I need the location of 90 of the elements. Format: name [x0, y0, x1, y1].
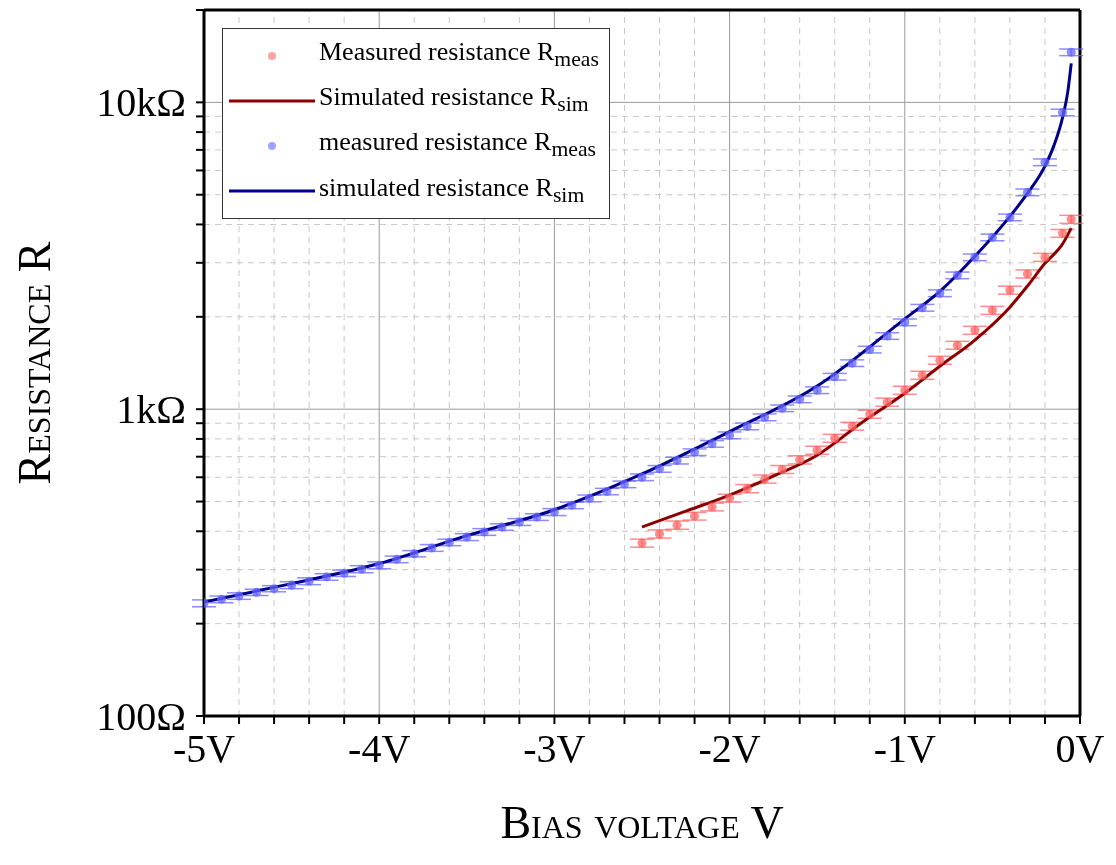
- point: [234, 591, 244, 601]
- point: [602, 487, 612, 497]
- point: [1005, 212, 1015, 222]
- point: [882, 331, 892, 341]
- point: [549, 507, 559, 517]
- point: [882, 397, 892, 407]
- point: [795, 455, 805, 465]
- point: [322, 572, 332, 582]
- point: [865, 409, 875, 419]
- point: [707, 502, 717, 512]
- point: [1066, 214, 1076, 224]
- point: [584, 493, 594, 503]
- point: [217, 594, 227, 604]
- y-axis-title: Resistance R: [9, 241, 60, 485]
- point: [952, 340, 962, 350]
- point: [392, 554, 402, 564]
- point: [252, 587, 262, 597]
- y-tick-label: 1kΩ: [116, 387, 186, 433]
- point: [777, 464, 787, 474]
- point: [900, 385, 910, 395]
- point: [917, 370, 927, 380]
- line-series: [640, 226, 1073, 529]
- x-tick-label: -1V: [873, 726, 937, 771]
- point: [374, 560, 384, 570]
- point: [444, 537, 454, 547]
- point: [672, 520, 682, 530]
- point: [567, 500, 577, 510]
- point: [462, 532, 472, 542]
- point: [847, 421, 857, 431]
- point: [935, 288, 945, 298]
- x-tick-label: -2V: [698, 726, 761, 771]
- point: [619, 479, 629, 489]
- point: [742, 484, 752, 494]
- point: [847, 358, 857, 368]
- point: [637, 538, 647, 548]
- legend-label: simulated resistance R$_{sim}$: [319, 171, 585, 209]
- point: [812, 385, 822, 395]
- point: [777, 403, 787, 413]
- point: [287, 580, 297, 590]
- point: [1040, 157, 1050, 167]
- point: [409, 549, 419, 559]
- point: [1022, 269, 1032, 279]
- point: [952, 270, 962, 280]
- point: [1057, 107, 1067, 117]
- point: [917, 303, 927, 313]
- point: [970, 325, 980, 335]
- point: [725, 430, 735, 440]
- point: [707, 439, 717, 449]
- point: [987, 232, 997, 242]
- point: [427, 543, 437, 553]
- point: [532, 512, 542, 522]
- point: [514, 517, 524, 527]
- point: [760, 474, 770, 484]
- point: [812, 445, 822, 455]
- point: [304, 576, 314, 586]
- point: [655, 529, 665, 539]
- point: [865, 345, 875, 355]
- point: [1005, 285, 1015, 295]
- point: [1066, 47, 1076, 57]
- legend-label: Measured resistance R$_{meas}$: [319, 36, 599, 74]
- point: [970, 252, 980, 262]
- point: [339, 568, 349, 578]
- point: [830, 433, 840, 443]
- point: [830, 372, 840, 382]
- point: [655, 464, 665, 474]
- point: [760, 412, 770, 422]
- point: [672, 456, 682, 466]
- point: [690, 447, 700, 457]
- point: [1022, 187, 1032, 197]
- point: [725, 493, 735, 503]
- point: [357, 564, 367, 574]
- point: [269, 584, 279, 594]
- point: [935, 355, 945, 365]
- point: [497, 522, 507, 532]
- y-tick-label: 10kΩ: [96, 80, 186, 126]
- point: [637, 472, 647, 482]
- legend-label: Simulated resistance R$_{sim}$: [319, 81, 589, 119]
- x-tick-label: 0V: [1055, 726, 1105, 771]
- legend-label: measured resistance R$_{meas}$: [319, 126, 596, 164]
- point: [479, 527, 489, 537]
- x-axis-title: Bias voltage V: [500, 797, 784, 848]
- x-tick-label: -3V: [523, 726, 586, 771]
- point: [1040, 252, 1050, 262]
- point: [987, 305, 997, 315]
- point: [900, 317, 910, 327]
- point: [742, 421, 752, 431]
- x-tick-label: -4V: [348, 726, 411, 771]
- point: [1057, 228, 1067, 238]
- point: [690, 511, 700, 521]
- point: [795, 394, 805, 404]
